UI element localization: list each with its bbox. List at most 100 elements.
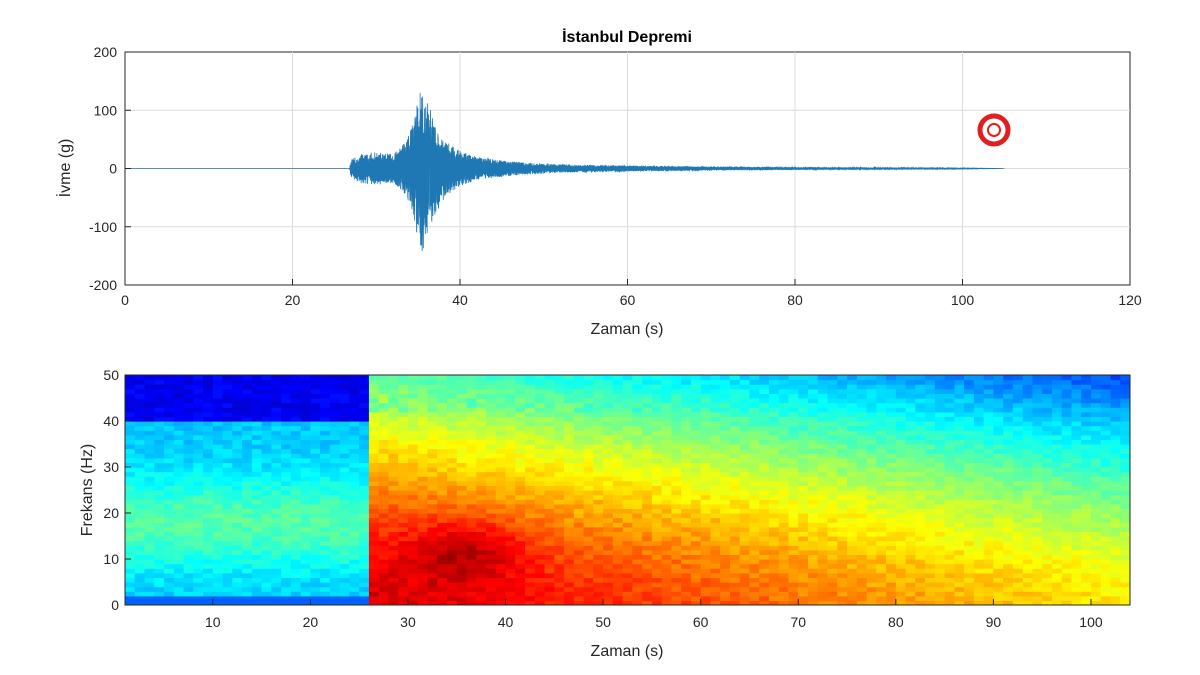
spectrogram-cell [173, 476, 185, 482]
spectrogram-cell [661, 430, 673, 436]
spectrogram-cell [437, 586, 448, 592]
spectrogram-cell [261, 384, 272, 390]
spectrogram-cell [173, 453, 185, 459]
spectrogram-cell [651, 453, 663, 459]
spectrogram-cell [876, 600, 887, 605]
spectrogram-cell [690, 434, 702, 440]
spectrogram-cell [925, 439, 936, 445]
spectrogram-cell [856, 568, 868, 574]
spectrogram-cell [778, 563, 790, 569]
spectrogram-cell [173, 457, 185, 463]
spectrogram-cell [934, 416, 946, 422]
spectrogram-cell [300, 586, 311, 592]
spectrogram-cell [300, 554, 311, 560]
spectrogram-cell [271, 540, 282, 546]
spectrogram-cell [632, 411, 643, 417]
spectrogram-cell [203, 439, 214, 445]
spectrogram-cell [612, 476, 624, 482]
spectrogram-cell [856, 448, 868, 454]
spectrogram-cell [964, 572, 975, 578]
spectrogram-cell [427, 499, 438, 505]
spectrogram-cell [476, 448, 487, 454]
spectrogram-cell [495, 549, 507, 555]
spectrogram-cell [300, 434, 311, 440]
spectrogram-cell [417, 582, 429, 588]
spectrogram-cell [534, 577, 546, 583]
spectrogram-cell [1081, 453, 1092, 459]
spectrogram-cell [886, 393, 897, 399]
spectrogram-cell [847, 411, 858, 417]
spectrogram-cell [1042, 388, 1053, 394]
spectrogram-cell [290, 586, 302, 592]
spectrogram-cell [456, 425, 468, 431]
spectrogram-cell [778, 411, 790, 417]
spectrogram-cell [378, 421, 390, 427]
spectrogram-cell [1022, 453, 1034, 459]
spectrogram-cell [242, 444, 253, 450]
spectrogram-cell [573, 407, 585, 413]
spectrogram-cell [739, 388, 751, 394]
spectrogram-cell [934, 384, 946, 390]
spectrogram-cell [915, 430, 926, 436]
spectrogram-cell [1061, 485, 1073, 491]
spectrogram-cell [515, 398, 526, 404]
spectrogram-cell [378, 457, 390, 463]
spectrogram-cell [505, 434, 516, 440]
spectrogram-cell [320, 462, 331, 468]
spectrogram-cell [329, 411, 341, 417]
spectrogram-cell [973, 595, 985, 601]
spectrogram-cell [993, 471, 1004, 477]
spectrogram-cell [1012, 375, 1024, 381]
spectrogram-cell [622, 393, 633, 399]
spectrogram-cell [349, 595, 360, 601]
spectrogram-cell [290, 444, 302, 450]
spectrogram-cell [964, 536, 975, 542]
spectrogram-cell [232, 549, 243, 555]
spectrogram-cell [603, 485, 614, 491]
spectrogram-cell [661, 457, 673, 463]
spectrogram-cell [134, 595, 146, 601]
spectrogram-cell [417, 439, 429, 445]
spectrogram-cell [251, 517, 263, 523]
spectrogram-cell [212, 494, 224, 500]
spectrogram-cell [612, 402, 624, 408]
spectrogram-cell [446, 444, 458, 450]
spectrogram-cell [534, 476, 546, 482]
iha-logo: İHA [977, 113, 1050, 147]
spectrogram-cell [164, 522, 175, 528]
spectrogram-cell [222, 531, 233, 537]
spectrogram-cell [125, 453, 136, 459]
spectrogram-cell [622, 425, 633, 431]
spectrogram-cell [749, 430, 760, 436]
spectrogram-cell [690, 582, 702, 588]
spectrogram-cell [203, 526, 214, 532]
spectrogram-cell [856, 411, 868, 417]
spectrogram-cell [1032, 485, 1043, 491]
spectrogram-cell [407, 536, 419, 542]
spectrogram-cell [525, 402, 536, 408]
spectrogram-cell [886, 471, 897, 477]
spectrogram-cell [593, 462, 604, 468]
spectrogram-cell [134, 559, 146, 565]
x-tick-label: 20 [285, 292, 301, 308]
spectrogram-cell [808, 490, 819, 496]
spectrogram-cell [925, 582, 936, 588]
spectrogram-cell [154, 407, 165, 413]
spectrogram-cell [173, 559, 185, 565]
spectrogram-cell [456, 540, 468, 546]
spectrogram-cell [583, 490, 594, 496]
spectrogram-cell [593, 577, 604, 583]
spectrogram-cell [583, 591, 594, 597]
spectrogram-cell [437, 536, 448, 542]
spectrogram-cell [866, 425, 877, 431]
spectrogram-cell [798, 586, 809, 592]
spectrogram-cell [515, 526, 526, 532]
spectrogram-cell [642, 457, 653, 463]
spectrogram-cell [876, 416, 887, 422]
spectrogram-cell [544, 485, 555, 491]
spectrogram-cell [134, 568, 146, 574]
spectrogram-cell [886, 384, 897, 390]
spectrogram-cell [778, 549, 790, 555]
spectrogram-cell [417, 393, 429, 399]
spectrogram-cell [407, 595, 419, 601]
